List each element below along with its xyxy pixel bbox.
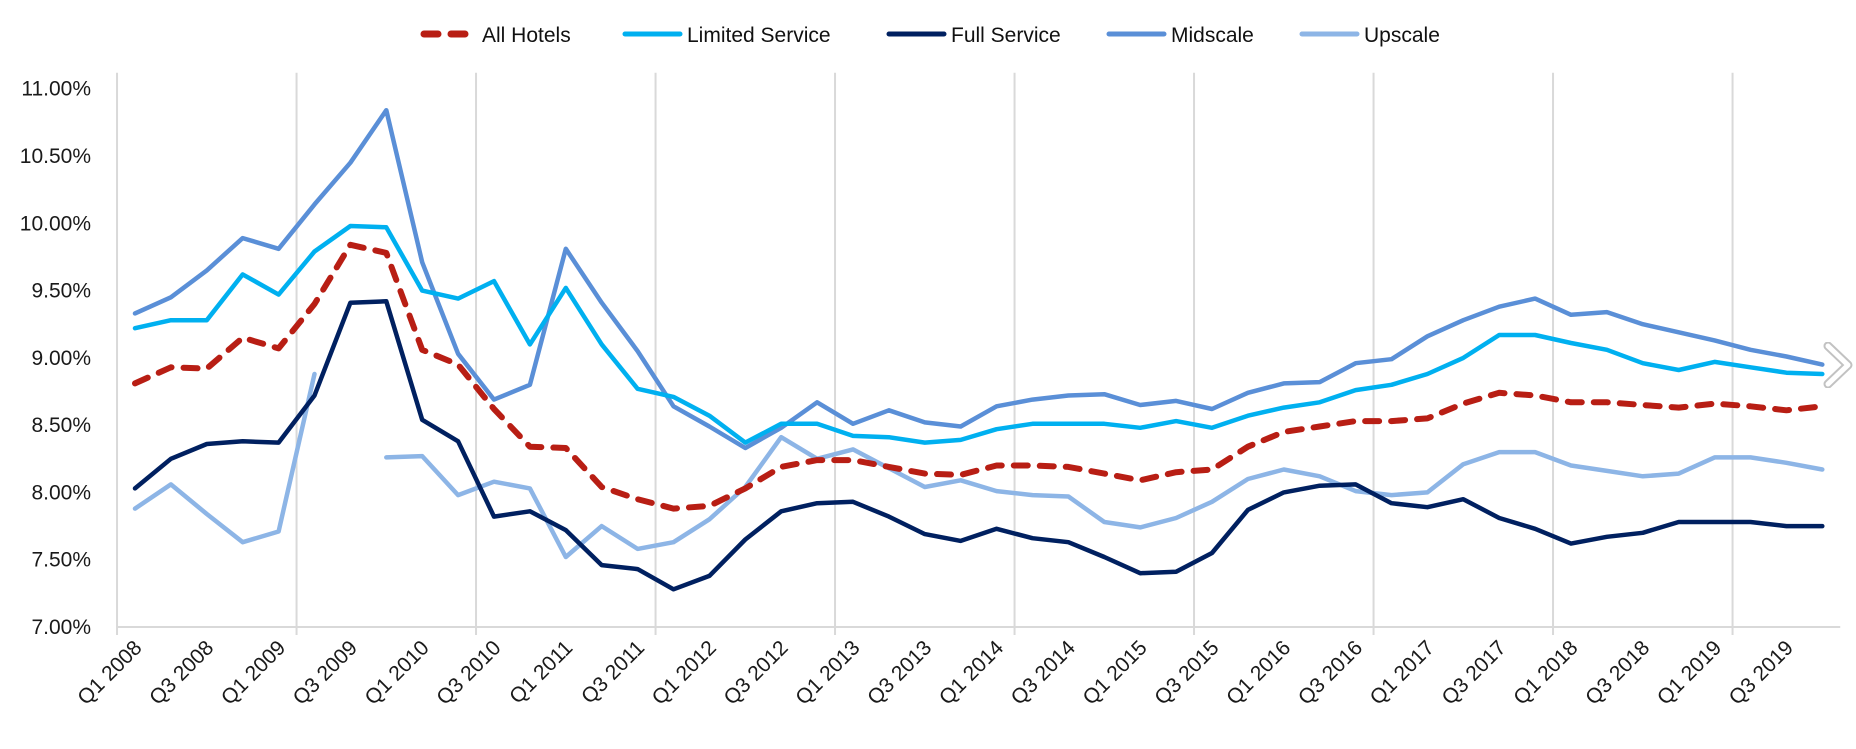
x-tick-label: Q1 2019 (1653, 636, 1726, 709)
y-axis: 7.00% 7.50% 8.00% 8.50% 9.00% 9.50% 10.00% 10.5… (20, 78, 91, 639)
x-tick-label: Q1 2015 (1078, 636, 1151, 709)
x-tick-label: Q3 2010 (432, 636, 505, 709)
x-tick-label: Q1 2009 (217, 636, 290, 709)
y-tick-label: 9.50% (31, 280, 91, 303)
legend-item-full-service: Full Service (886, 24, 1061, 47)
gridlines (116, 72, 1841, 635)
x-tick-label: Q1 2017 (1366, 636, 1439, 709)
x-tick-label: Q3 2013 (863, 636, 936, 709)
y-tick-label: 7.00% (31, 616, 91, 639)
series-lines (132, 107, 1826, 592)
legend-item-all-hotels: All Hotels (420, 24, 571, 47)
legend-label: All Hotels (482, 24, 571, 47)
x-tick-label: Q3 2014 (1007, 636, 1080, 709)
legend-item-upscale: Upscale (1299, 24, 1440, 47)
y-tick-label: 10.50% (20, 145, 91, 168)
x-tick-label: Q3 2017 (1437, 636, 1510, 709)
legend-label: Upscale (1364, 24, 1440, 47)
series-line-upscale (384, 434, 1825, 560)
x-tick-label: Q3 2015 (1150, 636, 1223, 709)
legend-item-limited-service: Limited Service (622, 24, 831, 47)
x-tick-label: Q3 2012 (719, 636, 792, 709)
x-tick-label: Q3 2018 (1581, 636, 1654, 709)
x-tick-label: Q1 2012 (648, 636, 721, 709)
x-tick-label: Q3 2009 (289, 636, 362, 709)
y-tick-label: 10.00% (20, 212, 91, 235)
chevron-right-icon (1823, 341, 1853, 389)
y-tick-label: 9.00% (31, 347, 91, 370)
x-tick-label: Q3 2011 (577, 636, 649, 708)
legend-label: Midscale (1171, 24, 1254, 47)
y-tick-label: 8.50% (31, 414, 91, 437)
legend-label: Full Service (951, 24, 1061, 47)
y-tick-label: 7.50% (31, 549, 91, 572)
series-line-midscale (132, 107, 1825, 451)
series-line-limited-service (132, 223, 1825, 445)
legend-item-midscale: Midscale (1106, 24, 1254, 47)
x-tick-label: Q1 2010 (360, 636, 433, 709)
series-line-upscale (132, 371, 317, 545)
x-tick-label: Q1 2016 (1222, 636, 1295, 709)
x-tick-label: Q1 2013 (791, 636, 864, 709)
legend-label: Limited Service (687, 24, 831, 47)
legend: All Hotels Limited Service Full Service Mid… (420, 24, 1440, 47)
next-button[interactable] (1822, 341, 1856, 389)
x-tick-label: Q1 2008 (73, 636, 146, 709)
x-tick-label: Q1 2018 (1509, 636, 1582, 709)
x-tick-label: Q3 2016 (1294, 636, 1367, 709)
x-tick-label: Q3 2019 (1725, 636, 1798, 709)
series-line-all-hotels (132, 241, 1826, 512)
y-tick-label: 8.00% (31, 481, 91, 504)
x-tick-label: Q1 2011 (505, 636, 577, 708)
x-tick-label: Q1 2014 (935, 636, 1008, 709)
y-tick-label: 11.00% (21, 78, 91, 101)
series-line-full-service (132, 299, 1825, 592)
x-tick-label: Q3 2008 (145, 636, 218, 709)
